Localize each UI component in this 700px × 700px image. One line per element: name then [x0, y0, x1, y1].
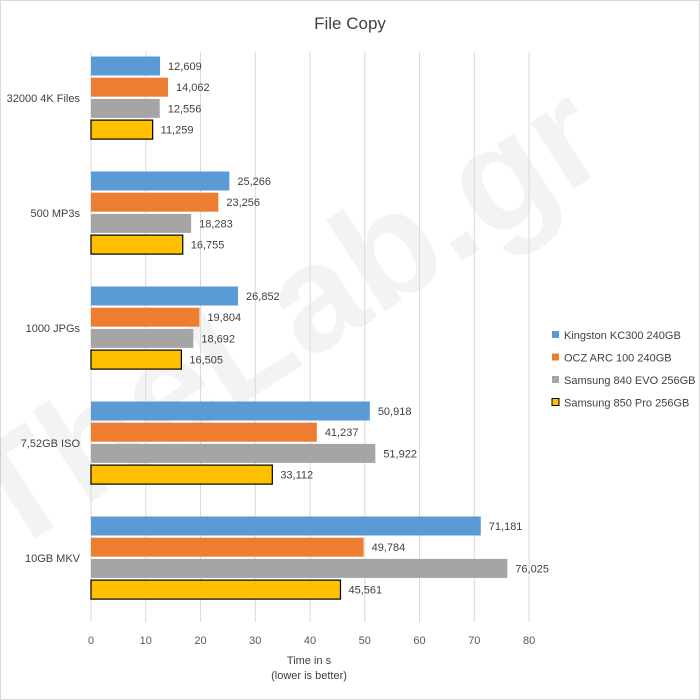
data-label: 26,852: [246, 291, 280, 303]
category-label: 7,52GB ISO: [21, 438, 81, 450]
data-label: 33,112: [280, 470, 313, 482]
category-label: 1000 JPGs: [26, 323, 81, 335]
data-label: 49,784: [372, 542, 406, 554]
x-tick-label: 50: [359, 635, 371, 647]
bar: [90, 349, 182, 370]
data-label: 11,259: [161, 125, 194, 137]
data-label: 12,556: [168, 103, 202, 115]
legend-swatch: [552, 331, 559, 338]
bar: [91, 307, 200, 327]
x-tick-label: 80: [523, 635, 535, 647]
category-label: 32000 4K Files: [7, 93, 81, 105]
bar: [91, 443, 376, 463]
data-label: 16,505: [189, 355, 223, 367]
bar: [91, 171, 230, 191]
bar: [91, 213, 192, 233]
data-label: 18,283: [199, 218, 233, 230]
data-label: 16,755: [191, 240, 225, 252]
bars: [90, 56, 508, 600]
category-label: 10GB MKV: [25, 553, 81, 565]
x-tick-label: 60: [413, 635, 425, 647]
data-labels: 12,609 14,062 12,556 11,259 25,266 23,256 18,2…: [161, 61, 549, 597]
bar: [90, 234, 184, 255]
bar: [90, 464, 273, 485]
bar: [91, 558, 508, 578]
x-tick-label: 30: [249, 635, 261, 647]
x-tick-label: 40: [304, 635, 316, 647]
bar: [90, 119, 154, 140]
legend: Kingston KC300 240GB OCZ ARC 100 240GB Sam…: [551, 330, 695, 410]
bar: [91, 328, 194, 348]
data-label: 23,256: [226, 197, 260, 209]
bar: [91, 286, 239, 306]
data-label: 51,922: [383, 448, 417, 460]
bar: [91, 56, 161, 76]
bar: [91, 98, 160, 118]
bar: [91, 537, 364, 557]
bar: [91, 516, 481, 536]
legend-swatch: [551, 398, 560, 406]
legend-entry: Samsung 850 Pro 256GB: [564, 398, 689, 410]
data-label: 76,025: [515, 563, 549, 575]
x-tick-label: 70: [468, 635, 480, 647]
x-axis-ticks: 0 10 20 30 40 50 60 70 80: [88, 635, 535, 647]
data-label: 18,692: [201, 333, 235, 345]
x-tick-label: 10: [140, 635, 152, 647]
x-axis-note: (lower is better): [271, 670, 347, 682]
bar: [91, 401, 370, 421]
data-label: 50,918: [378, 406, 412, 418]
data-label: 25,266: [237, 176, 271, 188]
legend-entry: Kingston KC300 240GB: [564, 330, 681, 342]
chart-title: File Copy: [314, 14, 386, 33]
x-tick-label: 0: [88, 635, 94, 647]
legend-swatch: [552, 376, 559, 383]
bar: [90, 579, 342, 600]
data-label: 71,181: [489, 521, 523, 533]
data-label: 12,609: [168, 61, 202, 73]
data-label: 19,804: [207, 312, 241, 324]
bar: [91, 77, 169, 97]
legend-entry: Samsung 840 EVO 256GB: [564, 375, 695, 387]
legend-swatch: [552, 353, 559, 361]
data-label: 41,237: [325, 427, 359, 439]
category-label: 500 MP3s: [30, 208, 80, 220]
category-labels: 32000 4K Files 500 MP3s 1000 JPGs 7,52GB IS…: [7, 93, 81, 565]
legend-entry: OCZ ARC 100 240GB: [564, 353, 672, 365]
x-tick-label: 20: [194, 635, 206, 647]
data-label: 14,062: [176, 82, 210, 94]
data-label: 45,561: [348, 585, 382, 597]
bar: [91, 422, 317, 442]
bar: [91, 192, 219, 212]
x-axis-title: Time in s: [287, 655, 332, 667]
